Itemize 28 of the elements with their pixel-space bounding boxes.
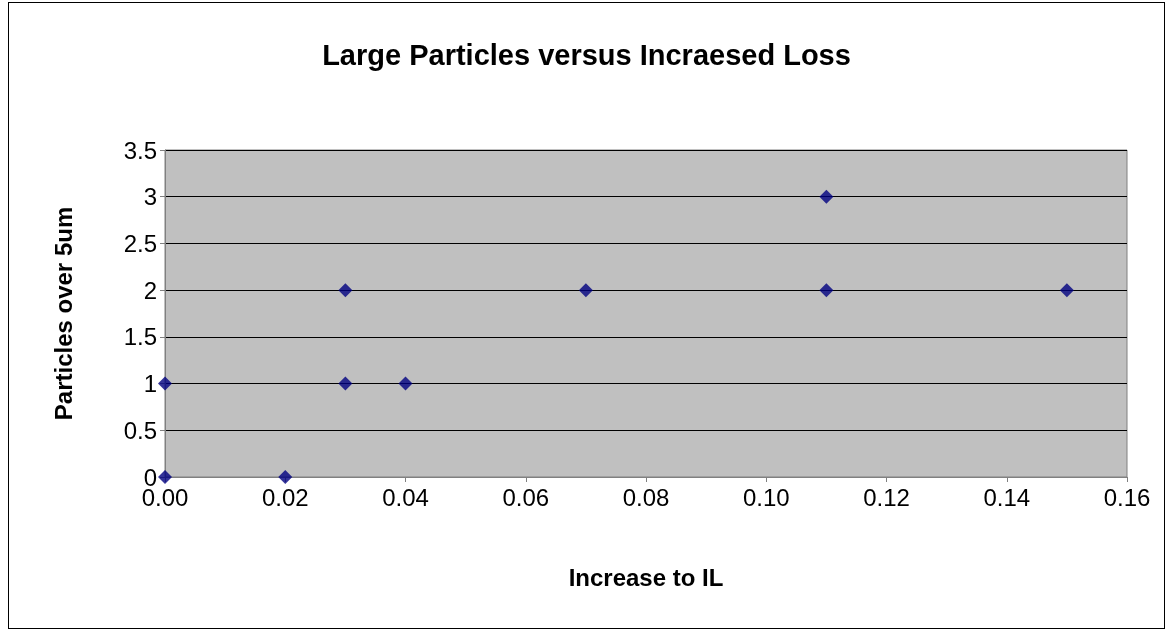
x-tick-label: 0.04 <box>382 483 429 511</box>
point <box>819 283 834 298</box>
x-axis-title: Increase to IL <box>568 563 724 591</box>
x-tick-label: 0.10 <box>742 483 790 511</box>
point <box>338 283 353 298</box>
y-tick-label: 1 <box>143 370 157 398</box>
y-tick-label: 0.5 <box>123 416 157 444</box>
point <box>1059 283 1074 298</box>
x-tick-label: 0.06 <box>502 483 550 511</box>
point <box>158 470 172 484</box>
y-axis-title: Particles over 5um <box>49 206 77 421</box>
point <box>158 376 172 391</box>
point <box>819 189 834 204</box>
y-tick-label: 3 <box>143 183 157 211</box>
y-tick-label: 2.5 <box>123 229 157 257</box>
x-tick-label: 0.16 <box>1103 483 1151 511</box>
point <box>398 376 413 391</box>
y-tick-label: 2 <box>143 276 157 304</box>
x-tick-label: 0.08 <box>622 483 670 511</box>
y-tick-label: 1.5 <box>123 323 157 351</box>
point <box>338 376 353 391</box>
x-tick-label: 0.12 <box>863 483 910 511</box>
y-tick-label: 3.5 <box>123 136 157 164</box>
point <box>578 283 593 298</box>
point <box>278 470 293 484</box>
x-tick-label: 0.02 <box>261 483 309 511</box>
chart-title: Large Particles versus Incraesed Loss <box>322 38 851 71</box>
x-tick-label: 0.14 <box>983 483 1031 511</box>
